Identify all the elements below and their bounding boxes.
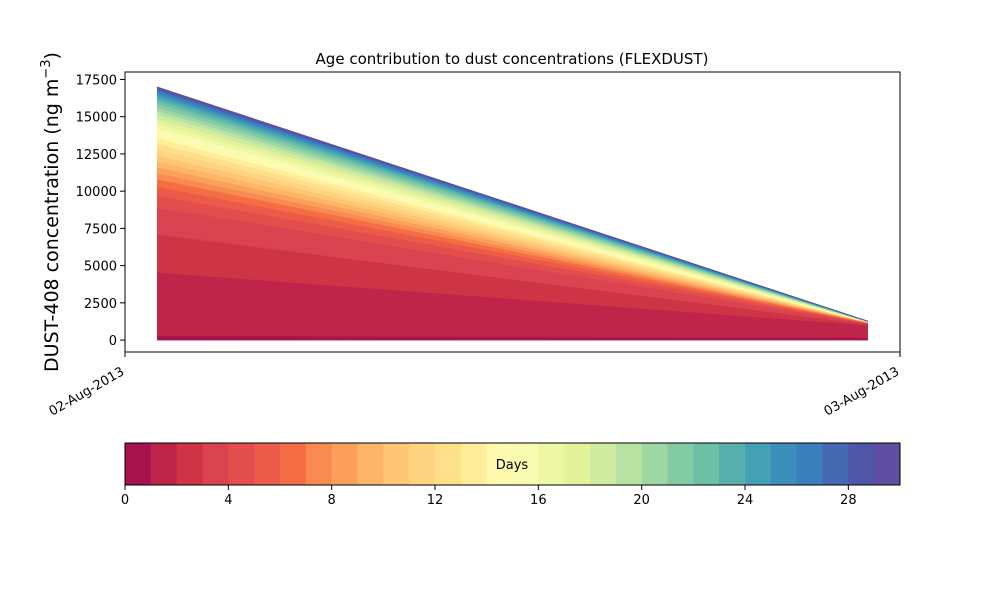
colorbar-cell-10 [383,443,410,485]
colorbar-tick-label: 4 [224,493,232,508]
chart-title: Age contribution to dust concentrations … [316,50,709,68]
colorbar-tick-label: 16 [530,493,547,508]
colorbar-cell-28 [848,443,875,485]
area-series-group [156,86,869,341]
colorbar-tick-label: 0 [121,493,129,508]
colorbar-cell-8 [331,443,358,485]
colorbar-tick-label: 28 [840,493,857,508]
y-axis-label: DUST-408 concentration (ng m−3) [39,52,63,372]
colorbar-cell-25 [770,443,798,485]
colorbar-cell-0 [125,443,152,485]
y-axis-label-superscript: −3 [39,59,54,78]
y-tick-label: 15000 [76,111,117,126]
colorbar-cell-15 [512,443,539,485]
plot-frame [124,71,901,353]
colorbar-cell-9 [357,443,384,485]
colorbar-cell-6 [280,443,307,485]
colorbar-label: Days [496,458,529,473]
colorbar-frame [124,442,901,486]
colorbar-cell-5 [254,443,281,485]
colorbar-cell-13 [460,443,488,485]
y-tick-label: 0 [109,334,117,349]
colorbar-cell-7 [305,443,333,485]
colorbar-cell-23 [719,443,746,485]
colorbar-ticks: 0 4 8 12 16 20 24 28 [121,485,857,508]
colorbar-cell-20 [641,443,668,485]
y-tick-label: 17500 [76,73,117,88]
colorbar-cell-4 [228,443,255,485]
area-series-29 [156,86,869,322]
y-tick-label: 7500 [84,222,117,237]
colorbar-cell-16 [538,443,565,485]
colorbar-cell-1 [150,443,178,485]
colorbar-cell-12 [435,443,462,485]
colorbar-cell-24 [745,443,772,485]
y-axis: 0 2500 5000 7500 10000 12500 15000 17500 [76,73,125,349]
colorbar-cell-17 [564,443,591,485]
colorbar-cell-18 [590,443,617,485]
colorbar-cell-26 [796,443,823,485]
x-axis: 02-Aug-2013 03-Aug-2013 [47,352,902,420]
colorbar-cell-29 [874,443,901,485]
x-tick-label: 03-Aug-2013 [822,364,902,419]
colorbar-cell-2 [176,443,203,485]
colorbar-cell-21 [667,443,694,485]
y-tick-label: 10000 [76,185,117,200]
colorbar-tick-label: 20 [633,493,650,508]
y-tick-label: 2500 [84,297,117,312]
y-axis-label-close: ) [41,52,63,59]
colorbar-cell-27 [822,443,849,485]
y-tick-label: 12500 [76,148,117,163]
y-tick-label: 5000 [84,260,117,275]
colorbar-cell-19 [615,443,643,485]
colorbar-cell-3 [202,443,229,485]
y-axis-label-main: DUST-408 concentration (ng m [41,79,63,372]
colorbar-cells [125,443,901,485]
colorbar: Days 0 4 8 12 16 20 24 28 [121,442,901,508]
colorbar-cell-14 [486,443,513,485]
colorbar-cell-22 [693,443,720,485]
colorbar-tick-label: 8 [328,493,336,508]
colorbar-tick-label: 12 [427,493,444,508]
colorbar-tick-label: 24 [737,493,754,508]
colorbar-cell-11 [409,443,436,485]
plot-area: 0 2500 5000 7500 10000 12500 15000 17500 02-Aug… [47,71,902,420]
